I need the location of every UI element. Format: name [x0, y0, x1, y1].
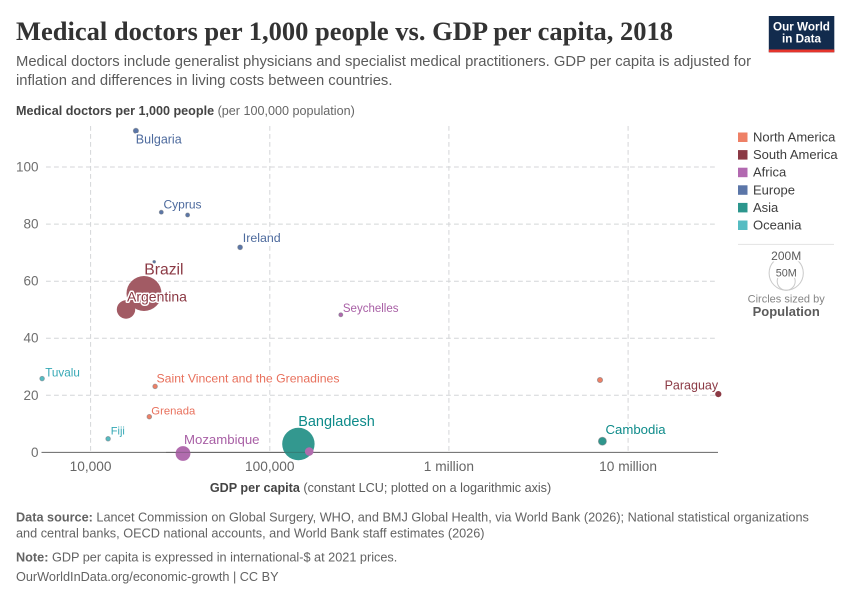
svg-text:Circles sized by: Circles sized by: [748, 294, 826, 306]
svg-text:Oceania: Oceania: [753, 218, 802, 233]
svg-text:North America: North America: [753, 130, 836, 145]
svg-text:1 million: 1 million: [424, 459, 474, 474]
svg-text:200M: 200M: [771, 249, 801, 263]
svg-text:Saint Vincent and the Grenadin: Saint Vincent and the Grenadines: [157, 371, 340, 385]
svg-text:Paraguay: Paraguay: [665, 378, 719, 392]
svg-text:50M: 50M: [776, 268, 797, 280]
svg-text:100,000: 100,000: [245, 459, 295, 474]
svg-text:OurWorldInData.org/economic-gr: OurWorldInData.org/economic-growth | CC …: [16, 570, 279, 584]
svg-text:0: 0: [31, 445, 39, 460]
svg-text:Cyprus: Cyprus: [164, 198, 202, 212]
svg-text:Ireland: Ireland: [243, 231, 281, 245]
svg-text:Seychelles: Seychelles: [343, 303, 399, 315]
svg-text:Fiji: Fiji: [111, 426, 125, 438]
svg-text:Medical doctors include genera: Medical doctors include generalist physi…: [16, 54, 751, 70]
svg-text:Population: Population: [753, 304, 820, 319]
svg-text:Grenada: Grenada: [151, 406, 196, 418]
svg-text:Argentina: Argentina: [127, 288, 187, 304]
svg-text:20: 20: [23, 388, 38, 403]
svg-text:Asia: Asia: [753, 200, 779, 215]
svg-text:Medical doctors per 1,000 peop: Medical doctors per 1,000 people (per 10…: [16, 104, 355, 118]
svg-text:Europe: Europe: [753, 182, 795, 197]
svg-text:South America: South America: [753, 147, 838, 162]
svg-text:Bangladesh: Bangladesh: [298, 414, 375, 430]
svg-text:Mozambique: Mozambique: [184, 432, 260, 447]
svg-text:Africa: Africa: [753, 165, 787, 180]
svg-text:Brazil: Brazil: [144, 262, 183, 279]
svg-text:Bulgaria: Bulgaria: [136, 132, 182, 146]
svg-text:60: 60: [23, 274, 38, 289]
svg-text:10 million: 10 million: [599, 459, 657, 474]
svg-text:GDP per capita (constant LCU;: GDP per capita (constant LCU; plotted on…: [210, 481, 551, 495]
svg-text:10,000: 10,000: [70, 459, 112, 474]
svg-text:in Data: in Data: [782, 33, 821, 46]
svg-text:Medical doctors per 1,000 peop: Medical doctors per 1,000 people vs. GDP…: [16, 16, 673, 46]
svg-text:Data source: Lancet Commission: Data source: Lancet Commission on Global…: [16, 511, 809, 525]
svg-text:100: 100: [16, 160, 39, 175]
svg-text:40: 40: [23, 331, 38, 346]
svg-text:80: 80: [23, 217, 38, 232]
svg-text:Our World: Our World: [773, 20, 830, 33]
svg-text:inflation and differences in l: inflation and differences in living cost…: [16, 73, 392, 89]
svg-text:Note: GDP per capita is expres: Note: GDP per capita is expressed in int…: [16, 551, 397, 565]
svg-text:and central banks, OECD nation: and central banks, OECD national account…: [16, 527, 485, 541]
svg-text:Cambodia: Cambodia: [606, 422, 667, 437]
svg-text:Tuvalu: Tuvalu: [45, 366, 80, 379]
